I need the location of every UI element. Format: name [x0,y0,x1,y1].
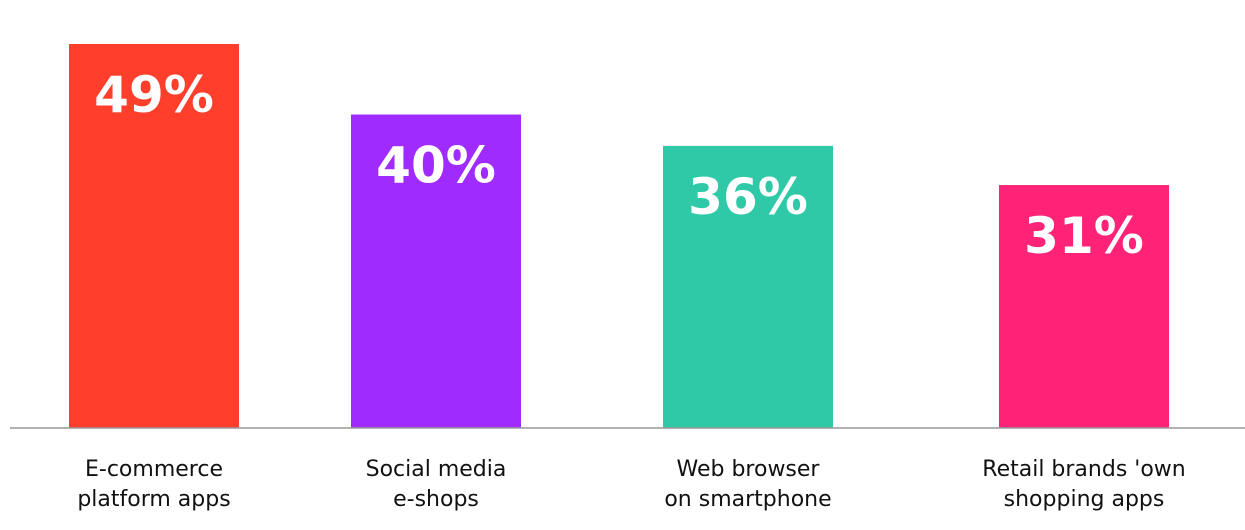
category-label-4-line-1: Retail brands 'own [982,457,1185,482]
bar-value-label-2: 40% [376,137,496,195]
category-labels-group: E-commerce platform apps Social media e-sho… [77,457,1185,512]
bar-2 [351,114,521,428]
category-label-1-line-2: platform apps [77,487,230,512]
bar-4 [999,185,1169,428]
bar-value-label-3: 36% [688,168,808,226]
category-label-2-line-1: Social media [366,457,507,482]
category-label-2-line-2: e-shops [393,487,479,512]
bar-value-label-4: 31% [1024,207,1144,265]
category-label-4-line-2: shopping apps [1004,487,1165,512]
bar-1 [69,44,239,428]
category-label-3-line-1: Web browser [677,457,821,482]
bar-3 [663,145,833,428]
category-label-1-line-1: E-commerce [85,457,223,482]
category-label-3-line-2: on smartphone [664,487,831,512]
bar-value-label-1: 49% [94,66,214,124]
bars-group: 49% 40% 36% 31% [69,44,1169,428]
